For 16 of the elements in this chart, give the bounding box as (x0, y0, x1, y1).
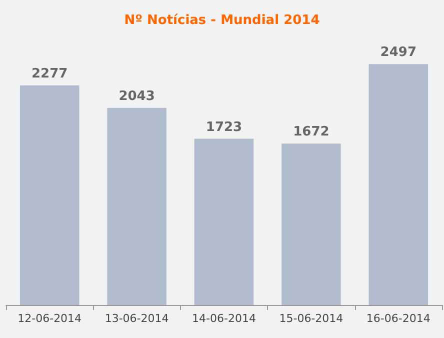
data-label: 2277 (32, 66, 68, 82)
chart-title: Nº Notícias - Mundial 2014 (124, 13, 320, 28)
x-tick-label: 12-06-2014 (18, 312, 82, 325)
x-tick-label: 16-06-2014 (366, 312, 430, 325)
bar (194, 138, 254, 305)
bar (282, 144, 341, 305)
bar (368, 64, 428, 305)
data-label: 2043 (118, 88, 155, 104)
x-tick-label: 14-06-2014 (192, 312, 256, 325)
bar (107, 108, 166, 305)
data-label: 1723 (206, 120, 242, 135)
x-tick-label: 15-06-2014 (279, 312, 344, 325)
bar (20, 85, 80, 305)
x-tick-label: 13-06-2014 (104, 312, 169, 325)
data-label: 1672 (293, 124, 330, 140)
data-label: 2497 (380, 45, 416, 60)
